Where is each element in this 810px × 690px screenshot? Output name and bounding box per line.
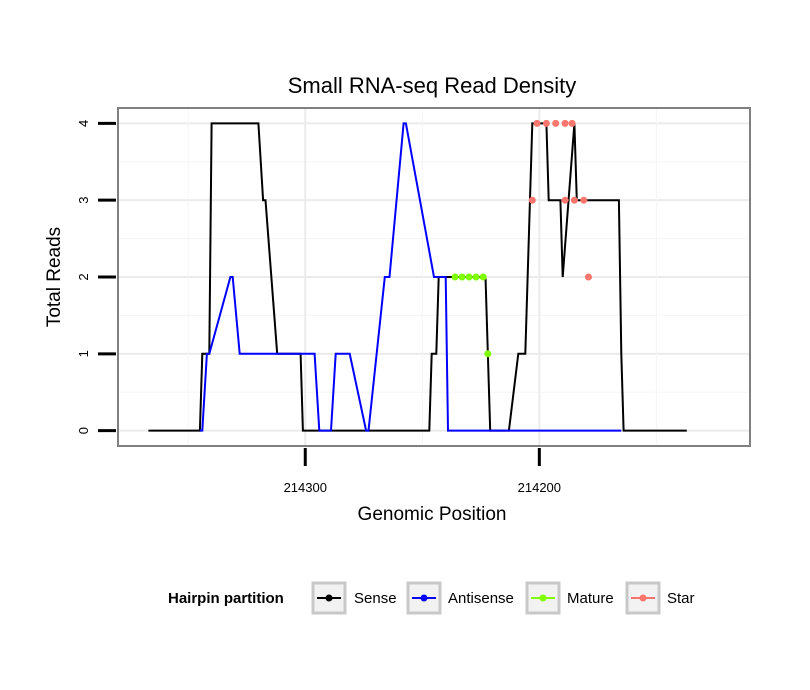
legend-key-marker	[539, 594, 547, 602]
series-star-point	[561, 119, 569, 127]
y-tick-label: 4	[76, 120, 91, 127]
legend-label-sense: Sense	[354, 590, 397, 607]
y-axis: 0 1 2 3 4	[76, 120, 116, 434]
plot-panel	[117, 107, 751, 447]
series-star-point	[580, 196, 588, 204]
series-layer	[148, 119, 687, 432]
series-antisense-line	[199, 122, 622, 432]
series-mature-point	[458, 273, 466, 281]
series-mature-point	[484, 350, 492, 358]
series-star-point	[542, 119, 550, 127]
x-axis-title: Genomic Position	[358, 504, 507, 525]
legend-key-marker	[420, 594, 428, 602]
y-tick-label: 2	[76, 273, 91, 280]
series-star-point	[552, 119, 560, 127]
series-star-point	[533, 119, 541, 127]
x-tick-label: 214300	[284, 480, 327, 495]
y-tick-label: 1	[76, 350, 91, 357]
series-star-point	[561, 196, 569, 204]
legend-key-marker	[639, 594, 647, 602]
legend: Hairpin partition Sense Antisense Mature St…	[168, 581, 695, 615]
x-tick-label: 214200	[518, 480, 561, 495]
series-star-point	[585, 273, 592, 281]
series-sense-line	[148, 122, 687, 432]
series-star-point	[568, 119, 576, 127]
y-tick-label: 3	[76, 197, 91, 204]
plot-border	[117, 107, 751, 447]
series-star-point	[570, 196, 578, 204]
chart-title: Small RNA-seq Read Density	[288, 73, 577, 98]
legend-key-marker	[325, 594, 333, 602]
series-mature-point	[479, 273, 487, 281]
legend-label-antisense: Antisense	[448, 590, 514, 607]
series-mature-point	[465, 273, 473, 281]
y-tick-label: 0	[76, 427, 91, 434]
y-axis-title: Total Reads	[44, 227, 65, 327]
series-mature-point	[472, 273, 480, 281]
series-mature-point	[451, 273, 459, 281]
series-star-point	[528, 196, 536, 204]
legend-title: Hairpin partition	[168, 590, 284, 607]
x-axis: 214300 214200	[284, 448, 561, 495]
legend-label-mature: Mature	[567, 590, 614, 607]
legend-label-star: Star	[667, 590, 695, 607]
